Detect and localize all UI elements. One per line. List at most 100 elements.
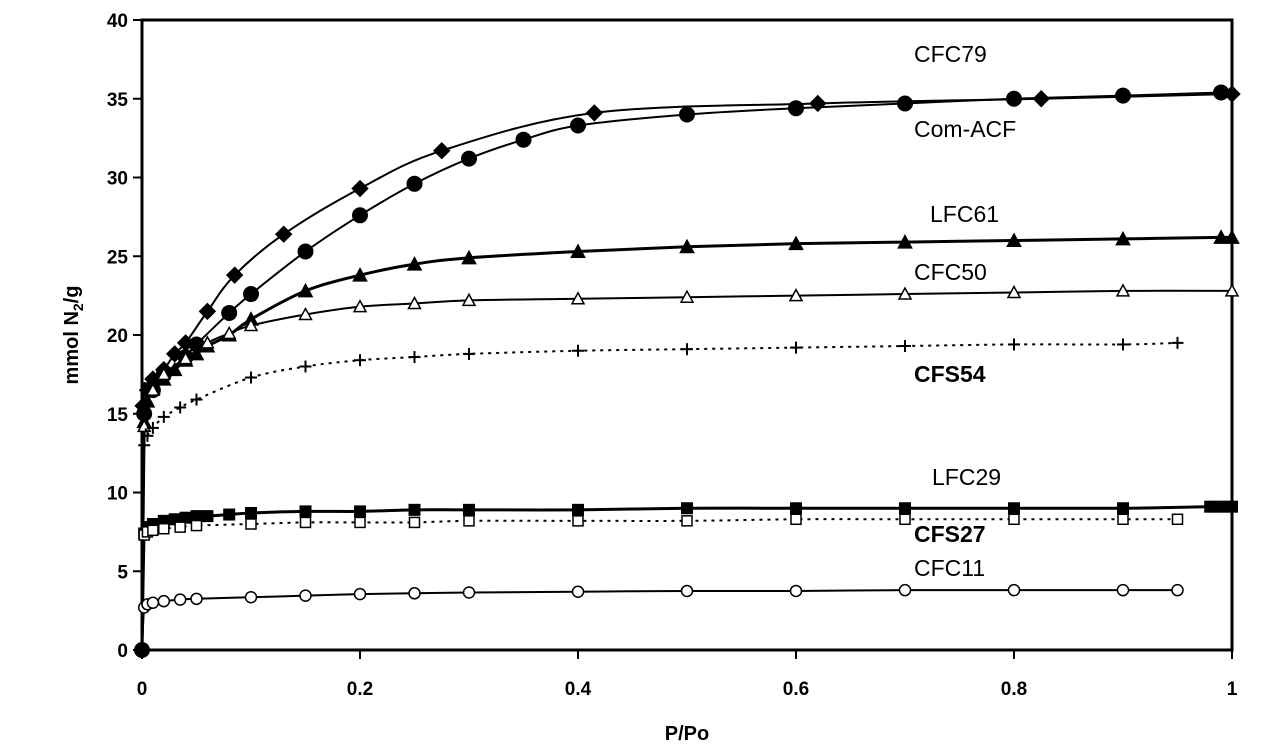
data-point-lfc61 <box>461 249 477 265</box>
series-label-cfs54: CFS54 <box>914 361 986 387</box>
data-point-lfc29 <box>1226 500 1238 513</box>
data-point-com-acf <box>788 100 804 117</box>
data-point-lfc61 <box>352 267 368 282</box>
data-point-cfc50 <box>243 317 259 332</box>
data-point-com-acf <box>1006 90 1022 107</box>
data-point-cfc79 <box>433 142 451 160</box>
data-point-cfs27 <box>681 515 693 527</box>
x-axis-title: P/Po <box>665 723 709 745</box>
series-cfc50 <box>136 283 1240 651</box>
data-point-lfc61 <box>1006 232 1022 247</box>
data-point-cfc11 <box>157 594 171 608</box>
x-tick-label: 0.4 <box>565 679 592 700</box>
series-layer <box>134 84 1241 658</box>
data-point-cfs27 <box>190 519 203 532</box>
data-point-cfs54 <box>174 401 187 414</box>
data-point-cfc79 <box>585 104 604 122</box>
data-point-cfs54 <box>1171 336 1184 349</box>
data-point-cfs27 <box>463 515 475 527</box>
data-point-lfc29 <box>245 506 257 519</box>
data-point-lfc61 <box>679 238 695 254</box>
data-point-cfc50 <box>178 351 193 365</box>
data-point-cfs54 <box>245 371 257 384</box>
data-point-cfc11 <box>146 596 160 609</box>
data-point-cfc79 <box>351 179 369 198</box>
data-point-cfs27 <box>158 522 170 535</box>
data-point-cfs54 <box>141 429 154 442</box>
data-point-cfc11 <box>462 586 476 599</box>
data-point-cfs54 <box>190 393 203 406</box>
data-point-lfc29 <box>190 510 203 523</box>
data-point-com-acf <box>406 175 423 192</box>
series-label-cfc50: CFC50 <box>914 259 987 285</box>
data-point-cfs27 <box>572 515 584 527</box>
data-point-cfc50 <box>298 306 313 321</box>
data-point-cfs27 <box>1171 513 1184 526</box>
data-point-cfs54 <box>899 340 911 353</box>
data-point-cfs54 <box>572 344 584 357</box>
y-axis: 0 5 10 15 20 25 30 35 40 <box>107 11 142 662</box>
data-point-lfc29 <box>299 505 312 518</box>
data-point-cfc11 <box>244 590 258 604</box>
series-cfs27 <box>138 513 1184 651</box>
data-point-cfc50 <box>1115 283 1131 297</box>
series-label-cfc79: CFC79 <box>914 41 987 67</box>
data-point-cfc11 <box>898 583 912 597</box>
data-point-lfc29 <box>1117 502 1129 515</box>
data-point-cfs54 <box>1117 338 1129 351</box>
series-label-lfc29: LFC29 <box>932 464 1001 490</box>
data-point-lfc61 <box>297 282 314 298</box>
data-point-cfs54 <box>299 360 312 373</box>
data-point-cfc50 <box>1224 283 1240 297</box>
data-point-lfc61 <box>788 235 804 251</box>
data-point-cfs27 <box>790 513 802 526</box>
data-point-com-acf <box>221 304 238 321</box>
data-point-lfc61 <box>570 243 586 259</box>
data-point-cfc50 <box>145 382 161 396</box>
data-point-cfs54 <box>681 343 693 356</box>
y-axis-title-subscript: 2 <box>70 303 86 311</box>
series-line-cfs54 <box>141 341 1178 651</box>
data-point-cfc11 <box>408 587 421 600</box>
x-tick-label: 0 <box>137 679 148 700</box>
data-point-com-acf <box>1115 87 1131 104</box>
plot-area-frame <box>140 18 1234 652</box>
data-point-cfs54 <box>408 351 421 364</box>
data-point-cfs54 <box>354 354 366 367</box>
x-axis: 0 0.2 0.4 0.6 0.8 1 <box>137 650 1238 700</box>
data-point-cfc79 <box>225 266 244 284</box>
data-point-com-acf <box>679 106 695 123</box>
data-point-cfc50 <box>897 286 913 300</box>
series-label-cfs27: CFS27 <box>914 521 986 547</box>
data-point-cfs54 <box>146 421 159 434</box>
data-point-cfs27 <box>299 516 312 529</box>
data-point-cfc50 <box>1006 284 1022 299</box>
data-point-cfc50 <box>156 366 172 381</box>
data-point-cfc50 <box>461 292 477 307</box>
data-point-lfc61 <box>1213 229 1229 244</box>
data-point-cfc11 <box>190 592 203 606</box>
y-tick-label: 40 <box>107 11 128 32</box>
data-point-cfc11 <box>1116 583 1130 597</box>
data-point-lfc29 <box>1204 500 1217 513</box>
data-point-com-acf <box>570 117 586 134</box>
data-point-lfc29 <box>681 502 693 515</box>
data-point-lfc29 <box>1215 500 1228 513</box>
data-point-cfc50 <box>221 325 237 340</box>
data-point-cfs54 <box>157 410 170 423</box>
data-point-cfs54 <box>1008 338 1020 351</box>
y-tick-label: 35 <box>107 90 129 111</box>
x-tick-label: 1 <box>1227 679 1238 700</box>
data-point-cfc11 <box>1171 583 1184 597</box>
data-point-cfs27 <box>1008 513 1020 526</box>
y-tick-label: 15 <box>107 405 129 426</box>
data-point-lfc29 <box>201 510 214 523</box>
data-point-cfs54 <box>138 439 151 452</box>
data-point-cfc11 <box>299 589 312 602</box>
data-point-cfs27 <box>899 513 911 526</box>
data-point-lfc29 <box>354 505 366 518</box>
y-tick-label: 30 <box>107 169 128 190</box>
data-point-lfc61 <box>897 234 913 249</box>
data-point-lfc29 <box>408 503 421 516</box>
